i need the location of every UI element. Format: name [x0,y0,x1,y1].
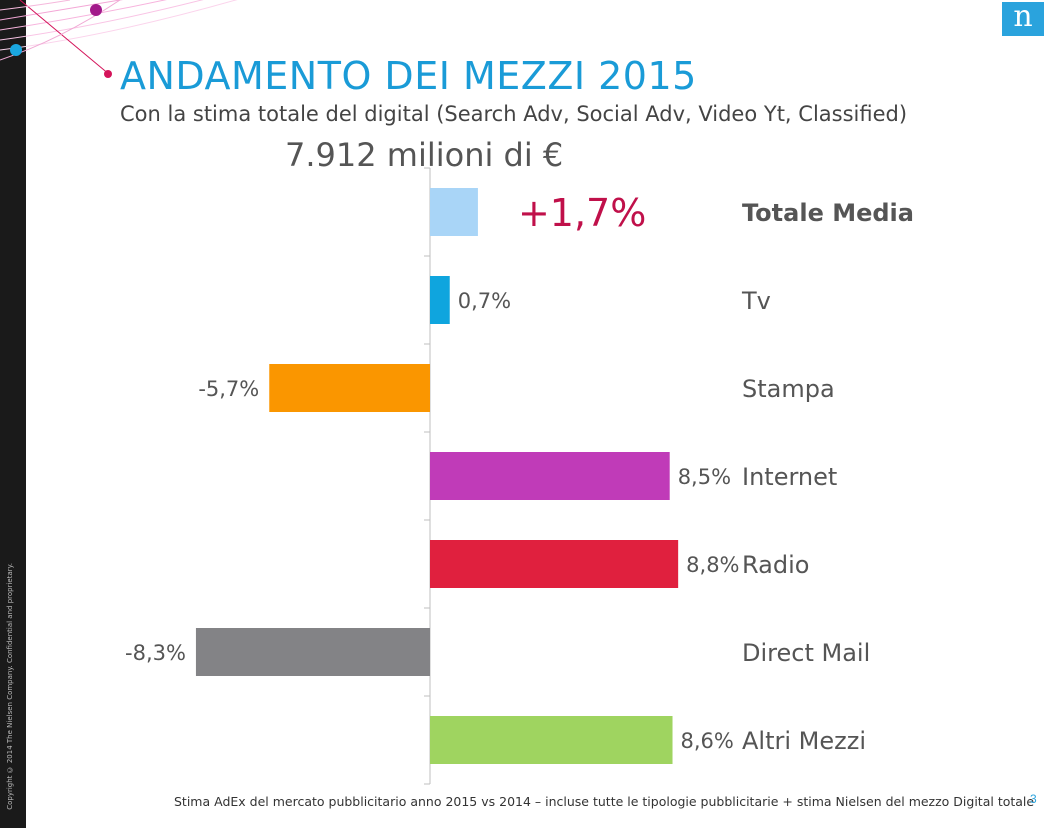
bar-stampa [269,364,430,412]
value-label: +1,7% [518,191,646,235]
title-bullet [104,70,112,78]
bar-tv [430,276,450,324]
left-sidebar: Copyright © 2014 The Nielsen Company. Co… [0,0,26,828]
bar-totale-media [430,188,478,236]
bar-direct-mail [195,628,430,676]
category-label: Tv [741,287,771,315]
bar-internet [430,452,670,500]
value-label: -5,7% [198,377,259,401]
category-label: Radio [742,551,809,579]
value-label: 8,5% [678,465,731,489]
category-label: Internet [742,463,837,491]
slide-title: ANDAMENTO DEI MEZZI 2015 [120,54,697,98]
value-label: 8,6% [681,729,734,753]
decorative-lines [0,0,238,76]
category-label: Totale Media [742,199,914,227]
value-label: 8,8% [686,553,739,577]
slide-subtitle: Con la stima totale del digital (Search … [120,102,908,126]
footnote: Stima AdEx del mercato pubblicitario ann… [174,794,1035,809]
value-label: -8,3% [125,641,186,665]
page-number: 3 [1030,792,1037,806]
bar-altri-mezzi [430,716,673,764]
value-label: 0,7% [458,289,511,313]
nielsen-logo: n [1002,2,1044,36]
category-label: Stampa [742,375,835,403]
category-label: Direct Mail [742,639,870,667]
bar-radio [430,540,679,588]
category-label: Altri Mezzi [742,727,866,755]
